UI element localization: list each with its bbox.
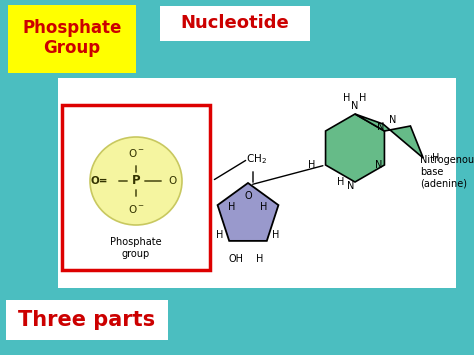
Text: H: H: [228, 202, 236, 212]
Text: H: H: [431, 153, 439, 163]
Bar: [8, 5, 136, 73]
Bar: [58, 78, 456, 288]
Text: Nucleotide: Nucleotide: [181, 14, 289, 32]
Text: H: H: [216, 230, 224, 240]
Bar: [160, 6, 310, 41]
Text: H: H: [272, 230, 280, 240]
Text: O$^-$: O$^-$: [128, 147, 145, 159]
Polygon shape: [326, 114, 384, 182]
Text: P: P: [132, 175, 140, 187]
Ellipse shape: [90, 137, 182, 225]
Text: CH$_2$: CH$_2$: [246, 152, 266, 166]
Text: H: H: [343, 93, 351, 103]
Polygon shape: [218, 183, 278, 241]
Text: N: N: [377, 122, 384, 132]
Polygon shape: [355, 114, 423, 158]
Text: Three parts: Three parts: [18, 310, 155, 330]
Text: Phosphate
Group: Phosphate Group: [22, 18, 122, 58]
Text: H: H: [308, 160, 315, 170]
Text: O: O: [168, 176, 176, 186]
Text: H: H: [337, 177, 345, 187]
Text: O=: O=: [91, 176, 108, 186]
Text: N: N: [375, 160, 382, 170]
Text: N: N: [347, 181, 355, 191]
Text: O: O: [244, 191, 252, 201]
Text: H: H: [359, 93, 367, 103]
Text: H: H: [260, 202, 268, 212]
Text: H: H: [256, 254, 264, 264]
Text: N: N: [389, 115, 397, 125]
Text: OH: OH: [228, 254, 244, 264]
Text: N: N: [351, 101, 359, 111]
Text: O$^-$: O$^-$: [128, 203, 145, 215]
Text: Nitrogenous
base
(adenine): Nitrogenous base (adenine): [420, 155, 474, 189]
Bar: [62, 105, 210, 270]
Bar: [6, 300, 168, 340]
Text: Phosphate
group: Phosphate group: [110, 237, 162, 259]
